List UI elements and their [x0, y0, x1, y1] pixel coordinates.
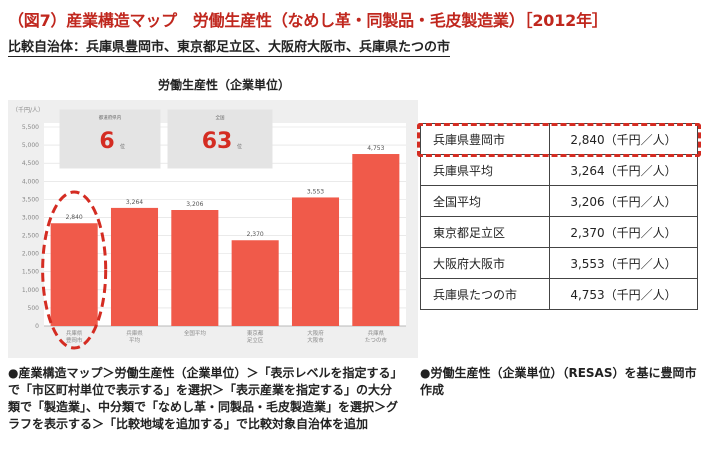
y-tick-label: 4,000 [22, 178, 39, 185]
table-cell-value: 2,370（千円／人） [549, 216, 698, 248]
y-tick-label: 3,500 [22, 196, 39, 203]
table-cell-value: 3,206（千円／人） [549, 185, 698, 217]
toyooka-row-highlight [417, 123, 701, 157]
table-row: 大阪府大阪市 3,553（千円／人） [420, 247, 698, 279]
chart-title: 労働生産性（企業単位） [158, 78, 291, 92]
bar-value-label: 2,840 [66, 214, 83, 221]
y-tick-label: 2,500 [22, 233, 39, 240]
x-tick-label: 兵庫県 [368, 329, 385, 337]
bar-value-label: 4,753 [367, 145, 384, 152]
table-row: 兵庫県たつの市 4,753（千円／人） [420, 278, 698, 310]
comparison-subtitle: 比較自治体：兵庫県豊岡市、東京都足立区、大阪府大阪市、兵庫県たつの市 [8, 36, 451, 57]
y-tick-label: 1,000 [22, 287, 39, 294]
y-tick-label: 1,500 [22, 269, 39, 276]
rank-unit: 位 [120, 143, 125, 150]
rank-box [59, 109, 161, 169]
data-table: 兵庫県豊岡市 2,840（千円／人） 兵庫県平均 3,264（千円／人） 全国平均 3,2… [420, 123, 698, 310]
rank-box-label: 都道府県内 [99, 114, 122, 121]
highlight-ellipse [41, 190, 108, 350]
table-cell-name: 大阪府大阪市 [420, 247, 550, 279]
table-cell-value: 2,840（千円／人） [549, 123, 698, 155]
table-cell-value: 3,264（千円／人） [549, 154, 698, 186]
rank-unit: 位 [237, 143, 242, 150]
y-tick-label: 5,500 [22, 124, 39, 131]
bar [171, 210, 219, 326]
table-cell-name: 東京都足立区 [420, 216, 550, 248]
table-cell-value: 4,753（千円／人） [549, 278, 698, 310]
y-tick-label: 2,000 [22, 251, 39, 258]
rank-value: 6 [99, 129, 114, 154]
x-tick-label: 平均 [129, 336, 141, 344]
bar-value-label: 3,553 [307, 188, 324, 195]
bar-chart: （千円/人） 0 500 1,000 1,500 2,000 2,500 3,000 3,500… [8, 100, 418, 358]
bar [291, 197, 340, 326]
bar-value-label: 3,206 [186, 201, 203, 208]
table-cell-name: 兵庫県たつの市 [420, 278, 550, 310]
bar [352, 154, 400, 326]
y-tick-label: 4,500 [22, 160, 39, 167]
x-tick-label: 足立区 [247, 336, 264, 344]
table-cell-value: 3,553（千円／人） [549, 247, 698, 279]
x-tick-label: 兵庫県 [66, 329, 83, 337]
x-tick-label: 東京都 [247, 329, 264, 337]
x-tick-label: 豊岡市 [66, 336, 83, 344]
bar [110, 207, 159, 326]
y-axis-label: （千円/人） [12, 106, 44, 114]
bar-value-label: 2,370 [247, 231, 264, 238]
source-note-right: ●労働生産性（企業単位）（RESAS）を基に豊岡市作成 [420, 366, 697, 397]
y-tick-label: 5,000 [22, 142, 39, 149]
chart-panel: 労働生産性（企業単位） （千円/人） 0 500 1,000 1,500 2,000 2,5… [8, 70, 418, 360]
y-tick-label: 500 [28, 305, 40, 312]
rank-value: 63 [202, 129, 233, 154]
y-tick-label: 3,000 [22, 214, 39, 221]
bar [231, 240, 279, 326]
x-tick-label: 大阪市 [307, 336, 324, 344]
x-tick-label: 兵庫県 [126, 329, 143, 337]
table-row: 兵庫県平均 3,264（千円／人） [420, 154, 698, 186]
figure-title: （図7）産業構造マップ 労働生産性（なめし革・同製品・毛皮製造業）［2012年］ [8, 11, 608, 30]
table-cell-name: 兵庫県平均 [420, 154, 550, 186]
rank-box-label: 全国 [216, 114, 225, 121]
y-tick-label: 0 [35, 323, 39, 330]
table-cell-name: 全国平均 [420, 185, 550, 217]
bar [50, 223, 98, 326]
rank-box [167, 109, 273, 169]
table-row: 全国平均 3,206（千円／人） [420, 185, 698, 217]
x-tick-label: 全国平均 [184, 329, 207, 337]
x-tick-label: たつの市 [365, 336, 388, 344]
x-tick-label: 大阪府 [307, 329, 324, 337]
bar-value-label: 3,264 [126, 199, 143, 206]
table-row: 東京都足立区 2,370（千円／人） [420, 216, 698, 248]
source-note-left: ●産業構造マップ＞労働生産性（企業単位）＞「表示レベルを指定する」で「市区町村単… [8, 366, 399, 431]
